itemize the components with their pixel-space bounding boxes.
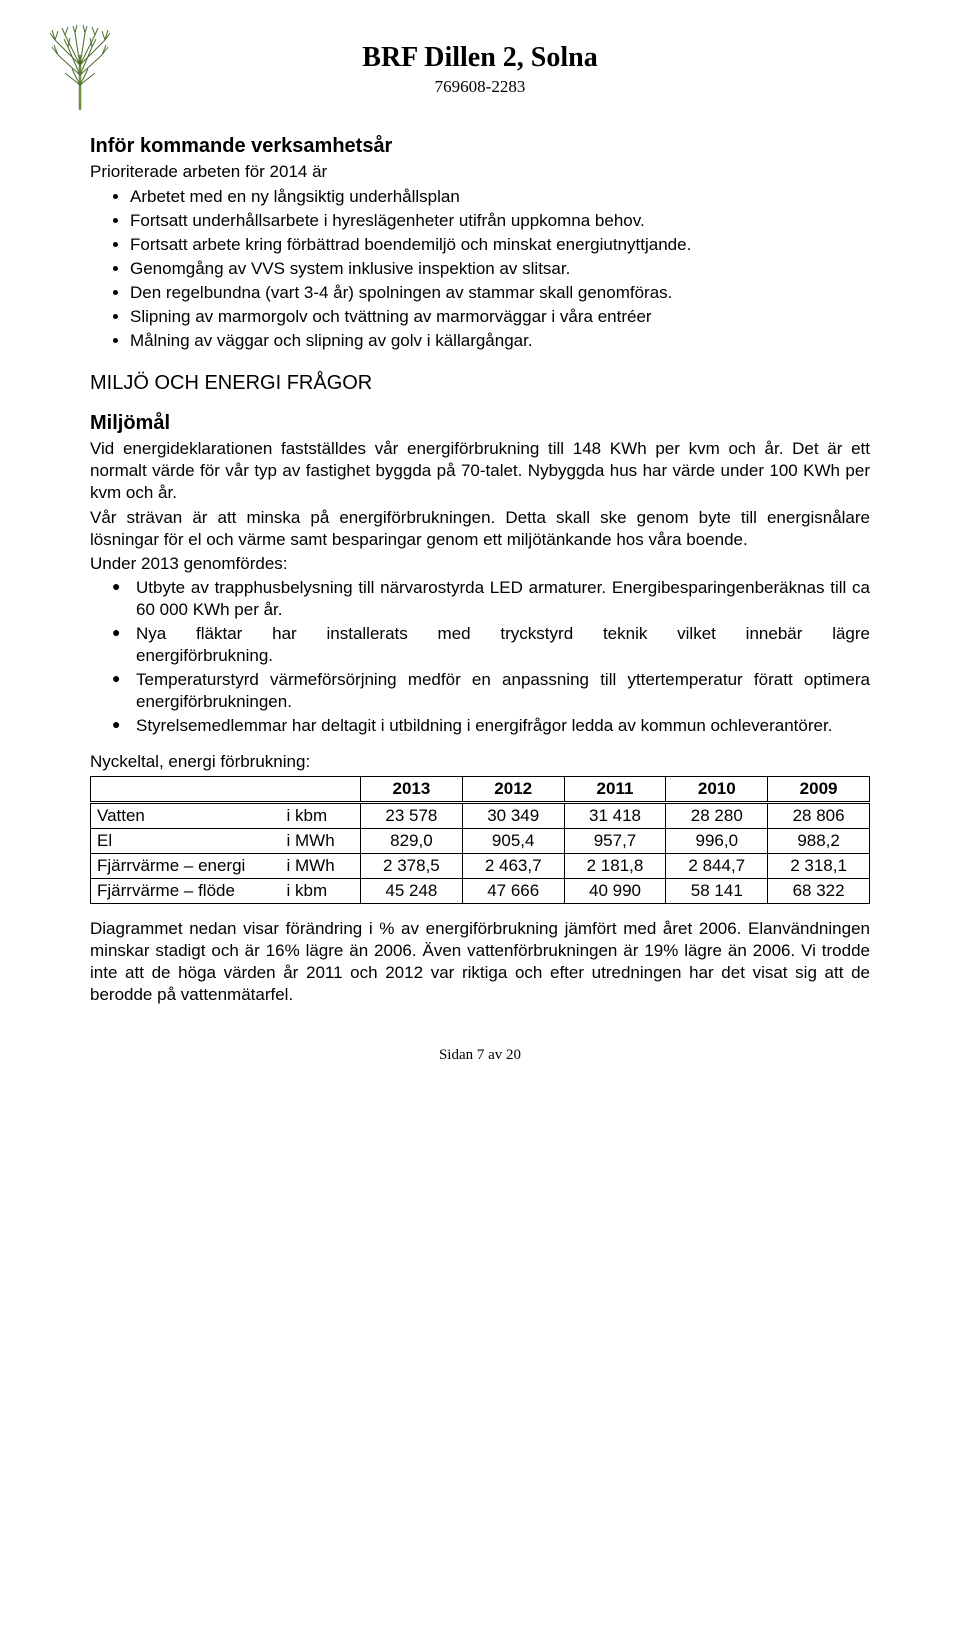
actions-list: Utbyte av trapphusbelysning till närvaro… (112, 577, 870, 738)
action-item: Temperaturstyrd värmeförsörjning medför … (112, 669, 870, 713)
table-header-cell: 2012 (462, 776, 564, 802)
page-footer: Sidan 7 av 20 (90, 1046, 870, 1066)
table-cell: 2 378,5 (361, 853, 463, 878)
table-cell: i kbm (281, 878, 361, 903)
dill-logo-icon (40, 25, 120, 115)
priority-item: Fortsatt arbete kring förbättrad boendem… (130, 234, 870, 256)
table-row: Fjärrvärme – energi i MWh 2 378,5 2 463,… (91, 853, 870, 878)
table-cell: 996,0 (666, 828, 768, 853)
table-cell: 45 248 (361, 878, 463, 903)
table-caption: Nyckeltal, energi förbrukning: (90, 751, 870, 773)
section-title-upcoming: Inför kommande verksamhetsår (90, 133, 870, 159)
table-cell: 68 322 (768, 878, 870, 903)
table-header-row: 2013 2012 2011 2010 2009 (91, 776, 870, 802)
priority-item: Genomgång av VVS system inklusive inspek… (130, 258, 870, 280)
section-title-energy: MILJÖ OCH ENERGI FRÅGOR (90, 370, 870, 396)
action-item: Nya fläktar har installerats med tryckst… (112, 623, 870, 667)
document-header: BRF Dillen 2, Solna 769608-2283 (90, 40, 870, 98)
table-row: Fjärrvärme – flöde i kbm 45 248 47 666 4… (91, 878, 870, 903)
energy-table: 2013 2012 2011 2010 2009 Vatten i kbm 23… (90, 776, 870, 904)
table-cell: 957,7 (564, 828, 666, 853)
subtitle-priorities: Prioriterade arbeten för 2014 är (90, 161, 870, 183)
action-text: energiförbrukning. (136, 645, 870, 667)
action-text: Temperaturstyrd värmeförsörjning medför … (136, 670, 774, 689)
table-cell: 905,4 (462, 828, 564, 853)
table-cell: Fjärrvärme – flöde (91, 878, 281, 903)
table-cell: 30 349 (462, 802, 564, 828)
action-item: Styrelsemedlemmar har deltagit i utbildn… (112, 715, 870, 737)
table-row: Vatten i kbm 23 578 30 349 31 418 28 280… (91, 802, 870, 828)
org-title: BRF Dillen 2, Solna (90, 40, 870, 76)
table-cell: 829,0 (361, 828, 463, 853)
table-cell: 2 181,8 (564, 853, 666, 878)
org-number: 769608-2283 (90, 76, 870, 98)
action-text: Utbyte av trapphusbelysning till närvaro… (136, 578, 755, 597)
table-cell: El (91, 828, 281, 853)
priority-item: Målning av väggar och slipning av golv i… (130, 330, 870, 352)
table-cell: 2 844,7 (666, 853, 768, 878)
table-cell: 988,2 (768, 828, 870, 853)
priority-item: Den regelbundna (vart 3-4 år) spolningen… (130, 282, 870, 304)
action-text: leverantörer. (738, 716, 833, 735)
table-header-cell: 2010 (666, 776, 768, 802)
table-header-cell: 2013 (361, 776, 463, 802)
table-cell: Vatten (91, 802, 281, 828)
priority-item: Arbetet med en ny långsiktig underhållsp… (130, 186, 870, 208)
table-cell: i kbm (281, 802, 361, 828)
table-cell: i MWh (281, 853, 361, 878)
table-row: El i MWh 829,0 905,4 957,7 996,0 988,2 (91, 828, 870, 853)
paragraph: Vid energideklarationen fastställdes vår… (90, 438, 870, 504)
table-cell: i MWh (281, 828, 361, 853)
table-header-cell: 2011 (564, 776, 666, 802)
table-cell: 47 666 (462, 878, 564, 903)
table-header-cell (281, 776, 361, 802)
table-cell: 2 463,7 (462, 853, 564, 878)
table-cell: 23 578 (361, 802, 463, 828)
table-cell: 40 990 (564, 878, 666, 903)
action-item: Utbyte av trapphusbelysning till närvaro… (112, 577, 870, 621)
table-cell: 2 318,1 (768, 853, 870, 878)
paragraph: Vår strävan är att minska på energiförbr… (90, 507, 870, 551)
subsection-title-miljomal: Miljömål (90, 410, 870, 436)
action-text: Styrelsemedlemmar har deltagit i utbildn… (136, 716, 738, 735)
closing-paragraph: Diagrammet nedan visar förändring i % av… (90, 918, 870, 1006)
table-cell: 58 141 (666, 878, 768, 903)
paragraph: Under 2013 genomfördes: (90, 553, 870, 575)
priority-list: Arbetet med en ny långsiktig underhållsp… (130, 186, 870, 353)
table-header-cell: 2009 (768, 776, 870, 802)
table-cell: 31 418 (564, 802, 666, 828)
table-cell: Fjärrvärme – energi (91, 853, 281, 878)
table-header-cell (91, 776, 281, 802)
action-text: Nya fläktar har installerats med tryckst… (136, 624, 870, 643)
table-cell: 28 280 (666, 802, 768, 828)
priority-item: Slipning av marmorgolv och tvättning av … (130, 306, 870, 328)
priority-item: Fortsatt underhållsarbete i hyreslägenhe… (130, 210, 870, 232)
table-cell: 28 806 (768, 802, 870, 828)
